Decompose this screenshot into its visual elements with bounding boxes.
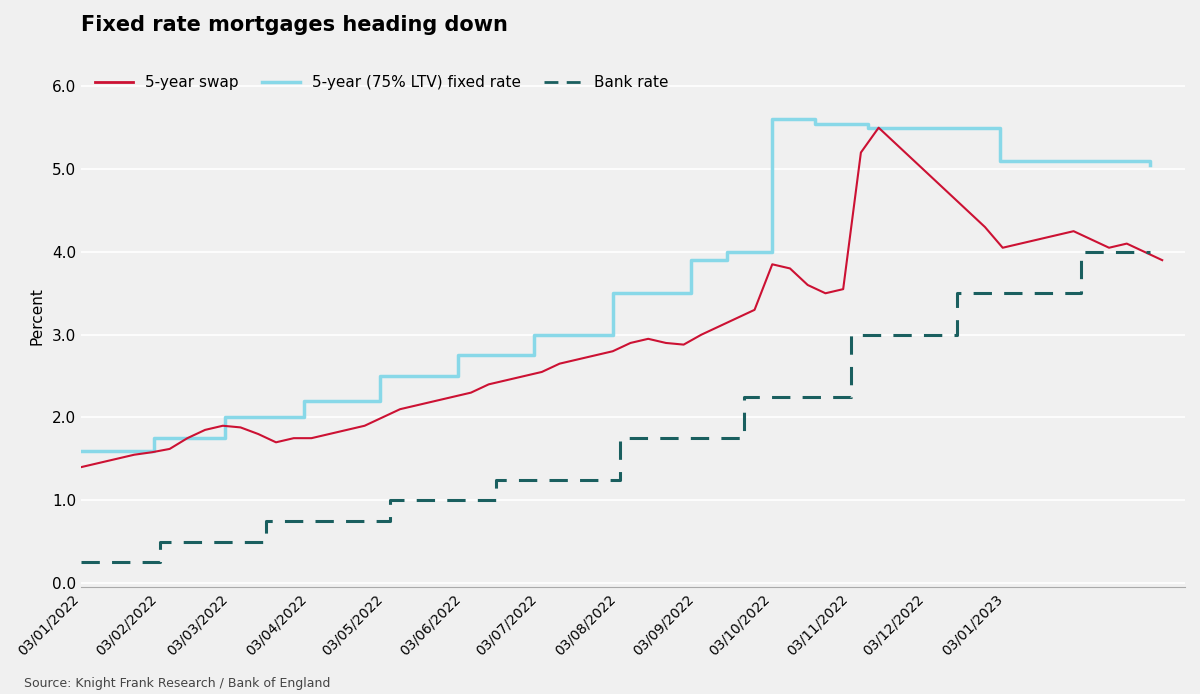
Text: Fixed rate mortgages heading down: Fixed rate mortgages heading down: [82, 15, 508, 35]
Legend: 5-year swap, 5-year (75% LTV) fixed rate, Bank rate: 5-year swap, 5-year (75% LTV) fixed rate…: [89, 69, 676, 96]
Text: Source: Knight Frank Research / Bank of England: Source: Knight Frank Research / Bank of …: [24, 677, 330, 690]
Y-axis label: Percent: Percent: [30, 287, 44, 345]
